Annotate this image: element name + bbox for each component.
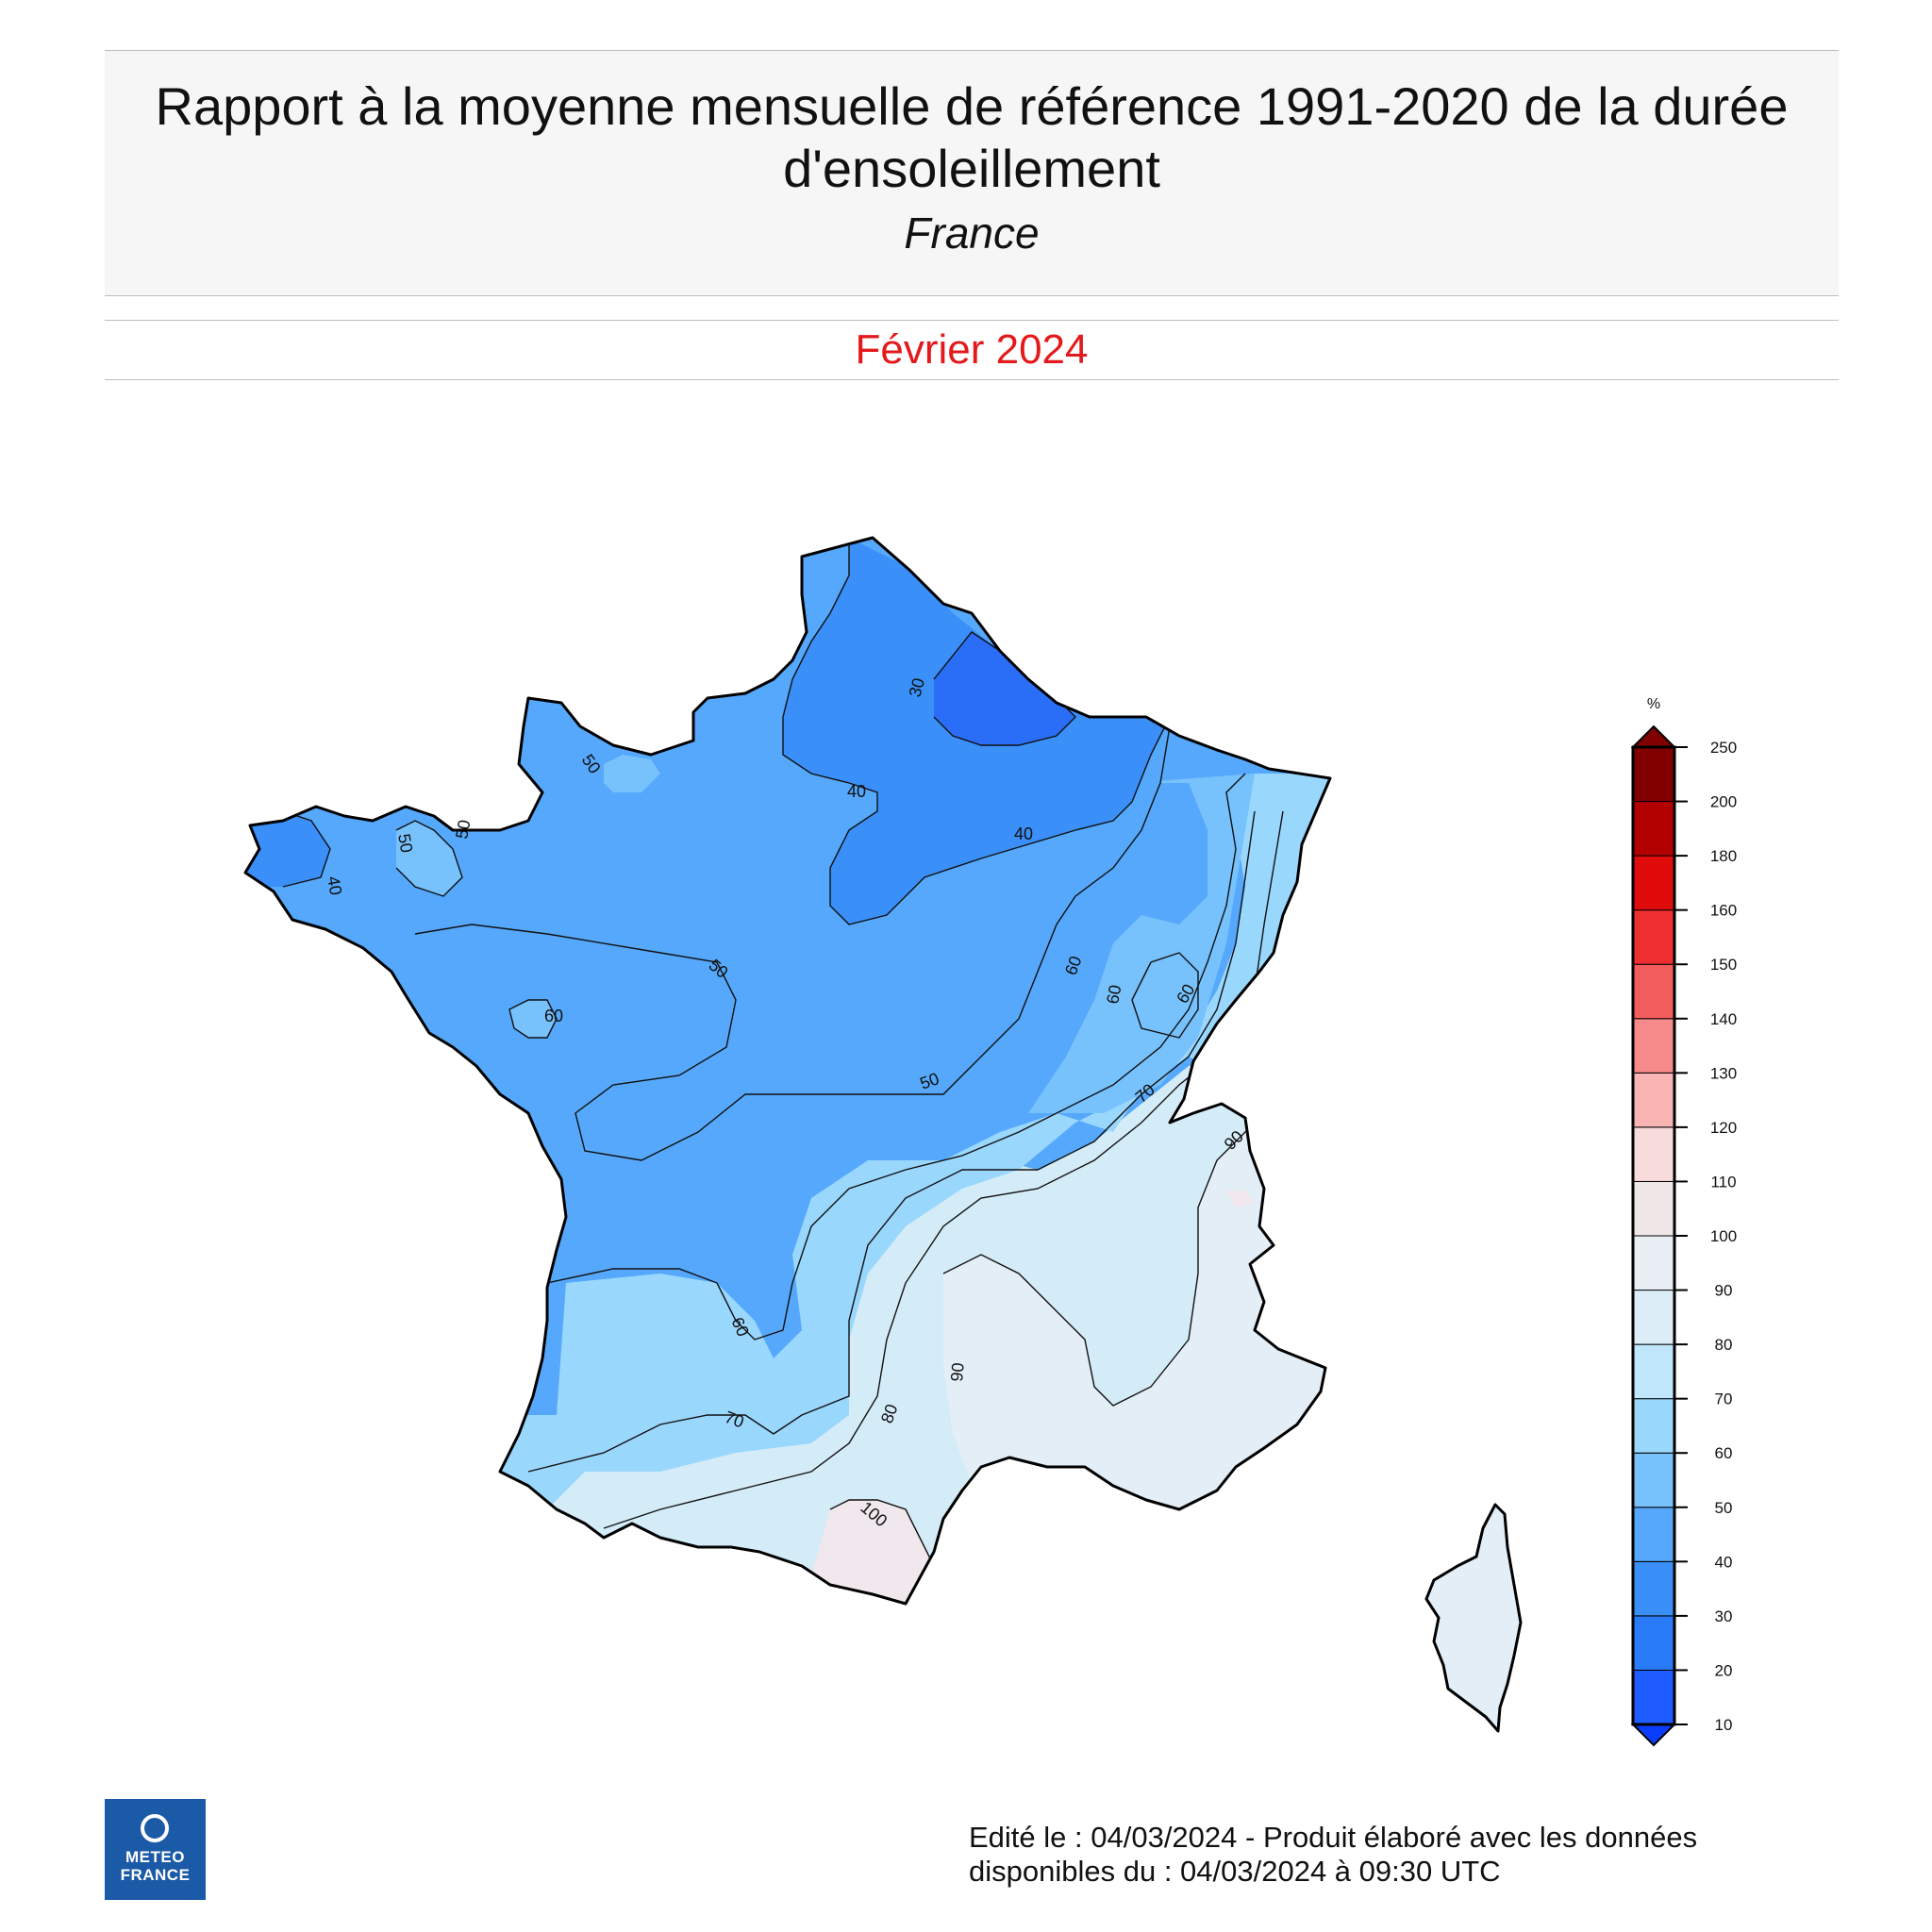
legend-unit: %	[1647, 696, 1660, 712]
contour-label: 90	[947, 1362, 968, 1383]
logo-text: METEO FRANCE	[120, 1848, 191, 1884]
legend-tick-label: 130	[1710, 1064, 1737, 1082]
legend-color-block	[1632, 1290, 1675, 1345]
legend-color-blocks	[1630, 724, 1677, 1747]
legend-tick-label: 30	[1715, 1607, 1733, 1625]
legend-color-block	[1632, 963, 1675, 1020]
legend-color-block	[1632, 1507, 1675, 1562]
legend-color-block	[1632, 1343, 1675, 1400]
legend-tick-label: 140	[1710, 1010, 1737, 1028]
legend-tick-label: 10	[1715, 1716, 1733, 1734]
legend-tick-label: 20	[1715, 1661, 1733, 1679]
legend-color-block	[1632, 1180, 1675, 1237]
corsica-island	[1424, 1503, 1523, 1733]
legend-tick-label: 100	[1710, 1227, 1737, 1245]
legend-tick-label: 90	[1715, 1282, 1733, 1300]
legend-tick-label: 70	[1715, 1391, 1733, 1408]
footer-line-2: disponibles du : 04/03/2024 à 09:30 UTC	[969, 1855, 1501, 1888]
map-title: Rapport à la moyenne mensuelle de référe…	[155, 76, 1789, 198]
contour-label: 40	[847, 782, 866, 801]
legend-tick-label: 40	[1715, 1553, 1733, 1571]
legend-tick-label: 50	[1715, 1499, 1733, 1517]
footer-note: Edité le : 04/03/2024 - Produit élaboré …	[969, 1821, 1818, 1889]
legend-color-block	[1632, 1072, 1675, 1128]
legend-color-block	[1632, 1615, 1675, 1671]
legend-color-block	[1632, 801, 1675, 857]
period-box: Février 2024	[105, 320, 1839, 380]
legend-arrow	[1630, 724, 1677, 748]
contour-label: 40	[324, 874, 345, 896]
legend-color-block	[1632, 1235, 1675, 1291]
legend-tick-label: 120	[1710, 1119, 1737, 1137]
legend-tick-label: 60	[1715, 1444, 1733, 1462]
meteo-france-logo: METEO FRANCE	[105, 1799, 206, 1900]
legend-color-block	[1632, 1398, 1675, 1454]
title-box: Rapport à la moyenne mensuelle de référe…	[105, 50, 1839, 296]
contour-label: 60	[544, 1007, 563, 1025]
legend-arrow	[1630, 1724, 1677, 1747]
legend-tick-label: 250	[1710, 739, 1737, 757]
map-period: Février 2024	[855, 326, 1089, 373]
legend-color-block	[1632, 1560, 1675, 1617]
legend-color-block	[1632, 1669, 1675, 1725]
legend-color-block	[1632, 1018, 1675, 1074]
logo-mark-icon	[141, 1814, 169, 1842]
legend-tick-label: 110	[1710, 1173, 1736, 1191]
legend-color-block	[1632, 746, 1675, 803]
legend-color-block	[1632, 855, 1675, 911]
legend-tick-label: 160	[1710, 902, 1737, 920]
legend-tick-label: 80	[1715, 1336, 1733, 1354]
contour-label: 50	[394, 832, 416, 854]
legend-color-block	[1632, 1452, 1675, 1508]
map-region: France	[904, 208, 1040, 258]
legend-color-block	[1632, 1126, 1675, 1182]
legend-tick-label: 150	[1710, 956, 1737, 974]
legend-tick-label: 180	[1710, 847, 1737, 865]
contour-label: 60	[1103, 983, 1124, 1005]
contour-label: 40	[1014, 824, 1033, 843]
legend-color-block	[1632, 909, 1675, 965]
legend-tick-labels: 10 20 30 40 50 60 70 80 90 100 110 120 130 140 150 160 1…	[1674, 739, 1737, 1734]
legend-tick-label: 200	[1710, 793, 1737, 811]
france-outline	[243, 536, 1332, 1606]
footer-line-1: Edité le : 04/03/2024 - Produit élaboré …	[969, 1821, 1698, 1854]
